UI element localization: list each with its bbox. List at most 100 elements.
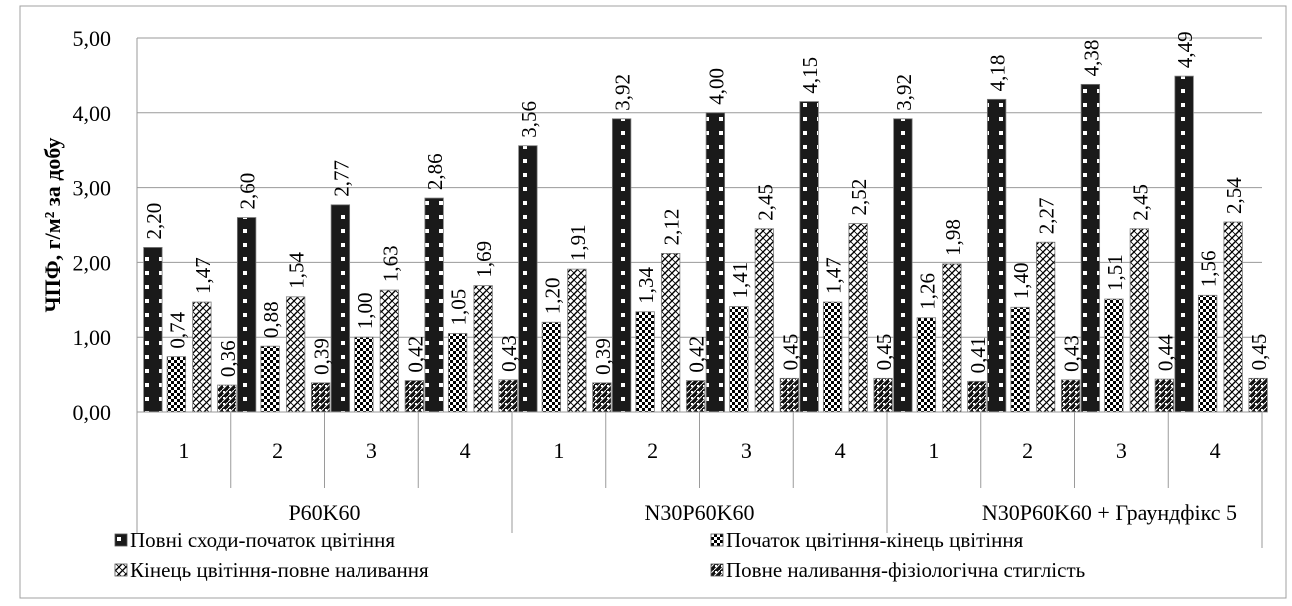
bar-s1 [541, 321, 562, 413]
bar-s1 [822, 301, 843, 413]
chart-border [19, 5, 1287, 599]
bar-s0 [893, 118, 913, 413]
bar-s3 [498, 379, 518, 413]
data-label: 0,42 [403, 336, 427, 373]
bar-s2 [660, 253, 681, 413]
data-label: 1,41 [728, 262, 752, 299]
data-label: 1,69 [472, 241, 496, 278]
data-label: 4,15 [798, 57, 822, 94]
bar-s1 [729, 306, 749, 413]
data-label: 0,36 [216, 340, 240, 377]
group-label: P60K60 [288, 500, 360, 525]
bar-s3 [310, 382, 331, 413]
category-label: 1 [178, 438, 189, 463]
bar-s3 [592, 382, 612, 413]
bar-s1 [447, 333, 468, 413]
category-label: 2 [1022, 438, 1033, 463]
data-label: 4,00 [704, 68, 728, 105]
data-label: 0,45 [778, 334, 802, 371]
bar-s2 [379, 289, 400, 413]
bar-s2 [1035, 241, 1056, 413]
bar-s2 [942, 263, 962, 413]
legend-background [108, 533, 1178, 595]
bar-s2 [567, 268, 587, 413]
data-label: 4,38 [1079, 40, 1103, 77]
data-label: 0,39 [310, 338, 334, 375]
legend-swatch [710, 563, 724, 577]
data-label: 2,77 [329, 160, 353, 197]
legend-label: Повне наливання-фізіологічна стиглість [726, 558, 1085, 582]
data-label: 1,54 [285, 252, 309, 289]
bar-s3 [1060, 379, 1081, 413]
data-label: 0,45 [872, 334, 896, 371]
data-label: 1,63 [378, 245, 402, 282]
bar-s1 [635, 311, 655, 413]
bar-s3 [1154, 378, 1175, 413]
bar-s2 [1223, 221, 1243, 413]
data-label: 1,40 [1009, 263, 1033, 300]
category-label: 3 [1116, 438, 1127, 463]
category-label: 1 [553, 438, 564, 463]
data-label: 0,42 [685, 336, 709, 373]
legend-swatch [114, 533, 128, 547]
data-label: 3,92 [892, 74, 916, 111]
bar-s1 [1104, 298, 1124, 413]
category-label: 3 [366, 438, 377, 463]
y-tick-label: 4,00 [73, 101, 112, 126]
bar-s2 [848, 223, 868, 413]
bar-s0 [611, 118, 632, 413]
bar-s0 [518, 145, 538, 413]
data-label: 1,26 [915, 273, 939, 310]
data-label: 0,88 [259, 301, 283, 338]
data-label: 1,20 [540, 277, 564, 314]
y-axis-title: ЧПФ, г/м² за добу [40, 138, 65, 313]
data-label: 1,47 [191, 257, 215, 294]
bar-s0 [143, 247, 163, 413]
data-label: 1,47 [822, 257, 846, 294]
data-label: 0,43 [497, 335, 521, 372]
category-label: 4 [460, 438, 471, 463]
category-label: 2 [272, 438, 283, 463]
bar-s0 [799, 101, 819, 413]
data-label: 2,54 [1222, 177, 1246, 214]
legend-swatch [710, 533, 724, 547]
y-tick-label: 0,00 [73, 400, 112, 425]
bar-s0 [986, 98, 1007, 413]
data-label: 2,20 [142, 203, 166, 240]
bar-s3 [967, 380, 987, 413]
data-label: 1,00 [353, 292, 377, 329]
data-label: 2,27 [1035, 197, 1059, 234]
bar-s1 [260, 345, 280, 413]
group-label: N30P60K60 + Граундфікс 5 [982, 500, 1237, 525]
data-label: 2,52 [847, 179, 871, 216]
bar-s0 [1174, 75, 1194, 413]
bar-s3 [779, 377, 800, 413]
bar-s1 [916, 317, 937, 413]
bar-s3 [1248, 377, 1268, 413]
data-label: 3,56 [517, 101, 541, 138]
data-label: 1,34 [634, 267, 658, 304]
legend-swatch [114, 563, 128, 577]
category-label: 1 [928, 438, 939, 463]
category-label: 4 [835, 438, 846, 463]
category-label: 4 [1210, 438, 1221, 463]
data-label: 0,74 [165, 311, 189, 348]
legend-label: Початок цвітіння-кінець цвітіння [726, 528, 1024, 552]
bar-s1 [354, 336, 374, 413]
data-label: 1,98 [941, 219, 965, 256]
data-label: 2,12 [660, 209, 684, 246]
y-tick-label: 2,00 [73, 250, 112, 275]
data-label: 1,91 [566, 224, 590, 261]
data-label: 4,49 [1173, 31, 1197, 68]
bar-s1 [166, 356, 187, 413]
bar-s2 [285, 296, 306, 413]
data-label: 0,43 [1060, 335, 1084, 372]
y-tick-label: 5,00 [73, 26, 112, 51]
data-label: 1,51 [1103, 254, 1127, 291]
y-tick-label: 3,00 [73, 176, 112, 201]
bar-s0 [236, 217, 257, 413]
bar-s3 [217, 384, 237, 413]
bar-s2 [1129, 228, 1150, 413]
